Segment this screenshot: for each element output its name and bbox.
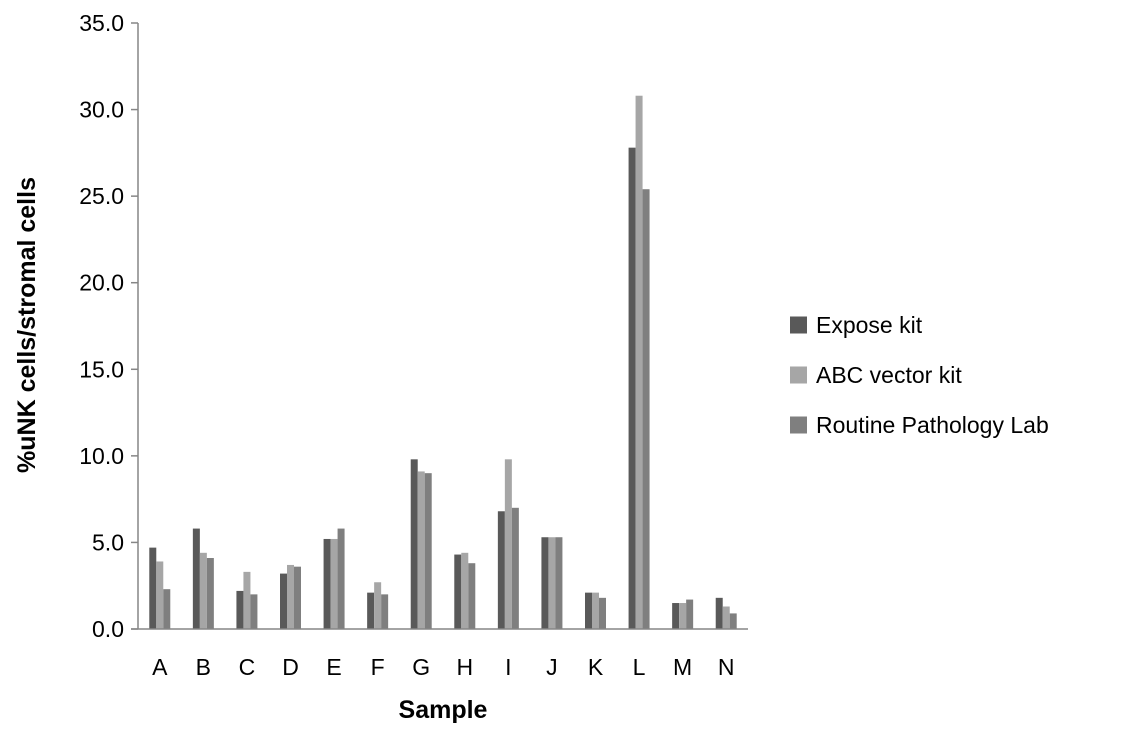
x-tick-label: J [546, 654, 558, 680]
bar-G-series-1 [411, 459, 418, 629]
x-tick-label: N [718, 654, 735, 680]
x-tick-label: H [456, 654, 473, 680]
legend-swatch [790, 317, 807, 334]
bar-G-series-2 [418, 471, 425, 629]
bar-B-series-2 [200, 553, 207, 629]
y-tick-label: 30.0 [79, 97, 124, 123]
bar-H-series-2 [461, 553, 468, 629]
bar-H-series-3 [468, 563, 475, 629]
bar-I-series-3 [512, 508, 519, 629]
x-tick-label: A [152, 654, 168, 680]
bar-series [149, 96, 736, 629]
bar-F-series-1 [367, 593, 374, 629]
x-tick-label: D [282, 654, 299, 680]
legend-label: ABC vector kit [816, 362, 962, 388]
y-axis-ticks: 0.0 5.0 10.0 15.0 20.0 25.0 30.0 35.0 [79, 10, 138, 642]
x-tick-label: G [412, 654, 430, 680]
bar-B-series-1 [193, 529, 200, 629]
bar-D-series-2 [287, 565, 294, 629]
bar-J-series-3 [555, 537, 562, 629]
y-tick-label: 35.0 [79, 10, 124, 36]
legend: Expose kit ABC vector kit Routine Patholog… [790, 312, 1049, 438]
y-tick-label: 20.0 [79, 270, 124, 296]
bar-D-series-1 [280, 574, 287, 629]
legend-swatch [790, 367, 807, 384]
x-tick-label: I [505, 654, 511, 680]
y-tick-label: 15.0 [79, 356, 124, 382]
y-tick-label: 25.0 [79, 183, 124, 209]
bar-L-series-2 [636, 96, 643, 629]
bar-A-series-1 [149, 548, 156, 629]
bar-I-series-1 [498, 511, 505, 629]
bar-K-series-3 [599, 598, 606, 629]
bar-F-series-3 [381, 594, 388, 629]
bar-L-series-1 [629, 148, 636, 629]
bar-M-series-2 [679, 603, 686, 629]
y-tick-label: 0.0 [92, 616, 124, 642]
bar-E-series-3 [338, 529, 345, 629]
bar-A-series-3 [163, 589, 170, 629]
bar-F-series-2 [374, 582, 381, 629]
bar-E-series-1 [324, 539, 331, 629]
x-tick-label: C [239, 654, 256, 680]
bar-A-series-2 [156, 561, 163, 629]
x-tick-label: B [196, 654, 211, 680]
bar-M-series-3 [686, 600, 693, 629]
bar-N-series-3 [730, 613, 737, 629]
legend-swatch [790, 417, 807, 434]
bar-D-series-3 [294, 567, 301, 629]
y-tick-label: 5.0 [92, 529, 124, 555]
bar-N-series-1 [716, 598, 723, 629]
bar-E-series-2 [331, 539, 338, 629]
y-tick-label: 10.0 [79, 443, 124, 469]
legend-label: Expose kit [816, 312, 923, 338]
legend-label: Routine Pathology Lab [816, 412, 1049, 438]
bar-N-series-2 [723, 606, 730, 629]
bar-C-series-3 [250, 594, 257, 629]
bar-K-series-2 [592, 593, 599, 629]
bar-J-series-2 [548, 537, 555, 629]
x-axis-title: Sample [399, 696, 488, 724]
bar-M-series-1 [672, 603, 679, 629]
bar-J-series-1 [541, 537, 548, 629]
x-tick-label: M [673, 654, 692, 680]
bar-C-series-2 [243, 572, 250, 629]
y-axis-title: %uNK cells/stromal cells [13, 177, 41, 473]
bar-K-series-1 [585, 593, 592, 629]
bar-C-series-1 [236, 591, 243, 629]
bar-H-series-1 [454, 555, 461, 629]
x-tick-label: L [633, 654, 646, 680]
x-tick-label: E [326, 654, 341, 680]
bar-I-series-2 [505, 459, 512, 629]
bar-G-series-3 [425, 473, 432, 629]
x-tick-label: K [588, 654, 604, 680]
bar-L-series-3 [643, 189, 650, 629]
x-tick-label: F [371, 654, 385, 680]
bar-B-series-3 [207, 558, 214, 629]
